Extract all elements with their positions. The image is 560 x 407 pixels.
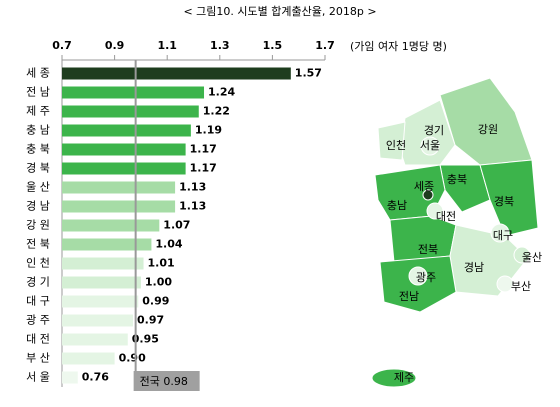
- bar: [62, 181, 176, 194]
- reference-label: 전국 0.98: [140, 375, 188, 388]
- map-region: [420, 136, 440, 156]
- value-label: 1.24: [208, 86, 235, 99]
- bar: [62, 276, 141, 289]
- y-tick-label: 강 원: [26, 219, 50, 232]
- y-tick-label: 광 주: [26, 314, 50, 327]
- bar: [62, 238, 152, 251]
- value-label: 1.13: [179, 200, 206, 213]
- map-label: 충남: [387, 199, 407, 212]
- y-tick-label: 세 종: [26, 67, 50, 80]
- value-label: 1.17: [190, 162, 217, 175]
- value-label: 1.04: [155, 238, 182, 251]
- y-tick-label: 대 구: [26, 295, 50, 308]
- map-label: 경북: [494, 195, 514, 208]
- y-tick-label: 서 울: [26, 371, 50, 384]
- chart-title: < 그림10. 시도별 합계출산율, 2018p >: [183, 5, 376, 18]
- bar: [62, 295, 139, 308]
- y-tick-label: 충 북: [26, 143, 50, 156]
- map-label: 대구: [493, 229, 513, 242]
- map-region: [408, 266, 428, 286]
- bar: [62, 105, 199, 118]
- y-tick-label: 전 남: [26, 86, 50, 99]
- y-tick-label: 경 기: [26, 276, 50, 289]
- map-label: 광주: [416, 271, 436, 284]
- value-label: 1.19: [195, 124, 222, 137]
- value-label: 1.13: [179, 181, 206, 194]
- value-label: 1.07: [163, 219, 190, 232]
- value-label: 1.17: [190, 143, 217, 156]
- bar: [62, 162, 186, 175]
- y-tick-label: 대 전: [26, 333, 50, 346]
- bar: [62, 143, 186, 156]
- x-tick-label: 0.7: [52, 39, 72, 52]
- y-tick-label: 충 남: [26, 124, 50, 137]
- y-tick-label: 전 북: [26, 238, 50, 251]
- map-label: 울산: [522, 251, 542, 264]
- x-tick-label: 1.1: [157, 39, 177, 52]
- bar: [62, 371, 78, 384]
- map-label: 제주: [394, 371, 414, 384]
- map-region: [422, 189, 434, 201]
- map-region: [439, 77, 533, 166]
- map-region: [513, 246, 531, 264]
- value-label: 0.76: [82, 371, 109, 384]
- bar: [62, 67, 291, 80]
- value-label: 1.01: [148, 257, 175, 270]
- map-region: [371, 368, 417, 388]
- bar: [62, 124, 191, 137]
- map: [371, 77, 539, 388]
- bar: [62, 200, 176, 213]
- map-label: 경기: [424, 124, 444, 137]
- y-tick-label: 제 주: [26, 105, 50, 118]
- bar: [62, 219, 160, 232]
- map-region: [496, 275, 514, 293]
- value-label: 1.57: [295, 67, 322, 80]
- y-tick-label: 경 북: [26, 162, 50, 175]
- x-tick-label: 1.7: [315, 39, 335, 52]
- map-label: 부산: [511, 280, 531, 293]
- map-region: [377, 121, 406, 161]
- map-label: 전남: [399, 290, 419, 303]
- unit-label: (가임 여자 1명당 명): [350, 40, 447, 53]
- map-region: [490, 223, 510, 243]
- x-tick-label: 1.5: [263, 39, 283, 52]
- reference-box: [133, 371, 200, 391]
- value-label: 0.95: [132, 333, 159, 346]
- map-label: 서울: [420, 139, 440, 152]
- map-region: [479, 159, 539, 237]
- y-tick-label: 경 남: [26, 200, 50, 213]
- map-label: 충북: [447, 173, 467, 186]
- bar: [62, 257, 144, 270]
- y-tick-label: 인 천: [26, 256, 50, 270]
- value-label: 0.99: [142, 295, 169, 308]
- bar: [62, 86, 205, 99]
- map-label: 전북: [418, 243, 438, 256]
- value-label: 0.97: [137, 314, 164, 327]
- map-region: [426, 202, 444, 220]
- x-tick-label: 0.9: [105, 39, 125, 52]
- map-label: 대전: [436, 210, 456, 223]
- map-label: 경남: [464, 261, 484, 274]
- map-label: 인천: [386, 138, 406, 152]
- value-label: 1.00: [145, 276, 172, 289]
- value-label: 0.90: [119, 352, 146, 365]
- y-tick-label: 울 산: [26, 181, 50, 194]
- value-label: 1.22: [203, 105, 230, 118]
- bar: [62, 314, 134, 327]
- map-label: 세종: [414, 180, 434, 193]
- map-label: 강원: [478, 123, 498, 136]
- bar: [62, 333, 128, 346]
- y-tick-label: 부 산: [26, 352, 50, 365]
- bar: [62, 352, 115, 365]
- x-tick-label: 1.3: [210, 39, 230, 52]
